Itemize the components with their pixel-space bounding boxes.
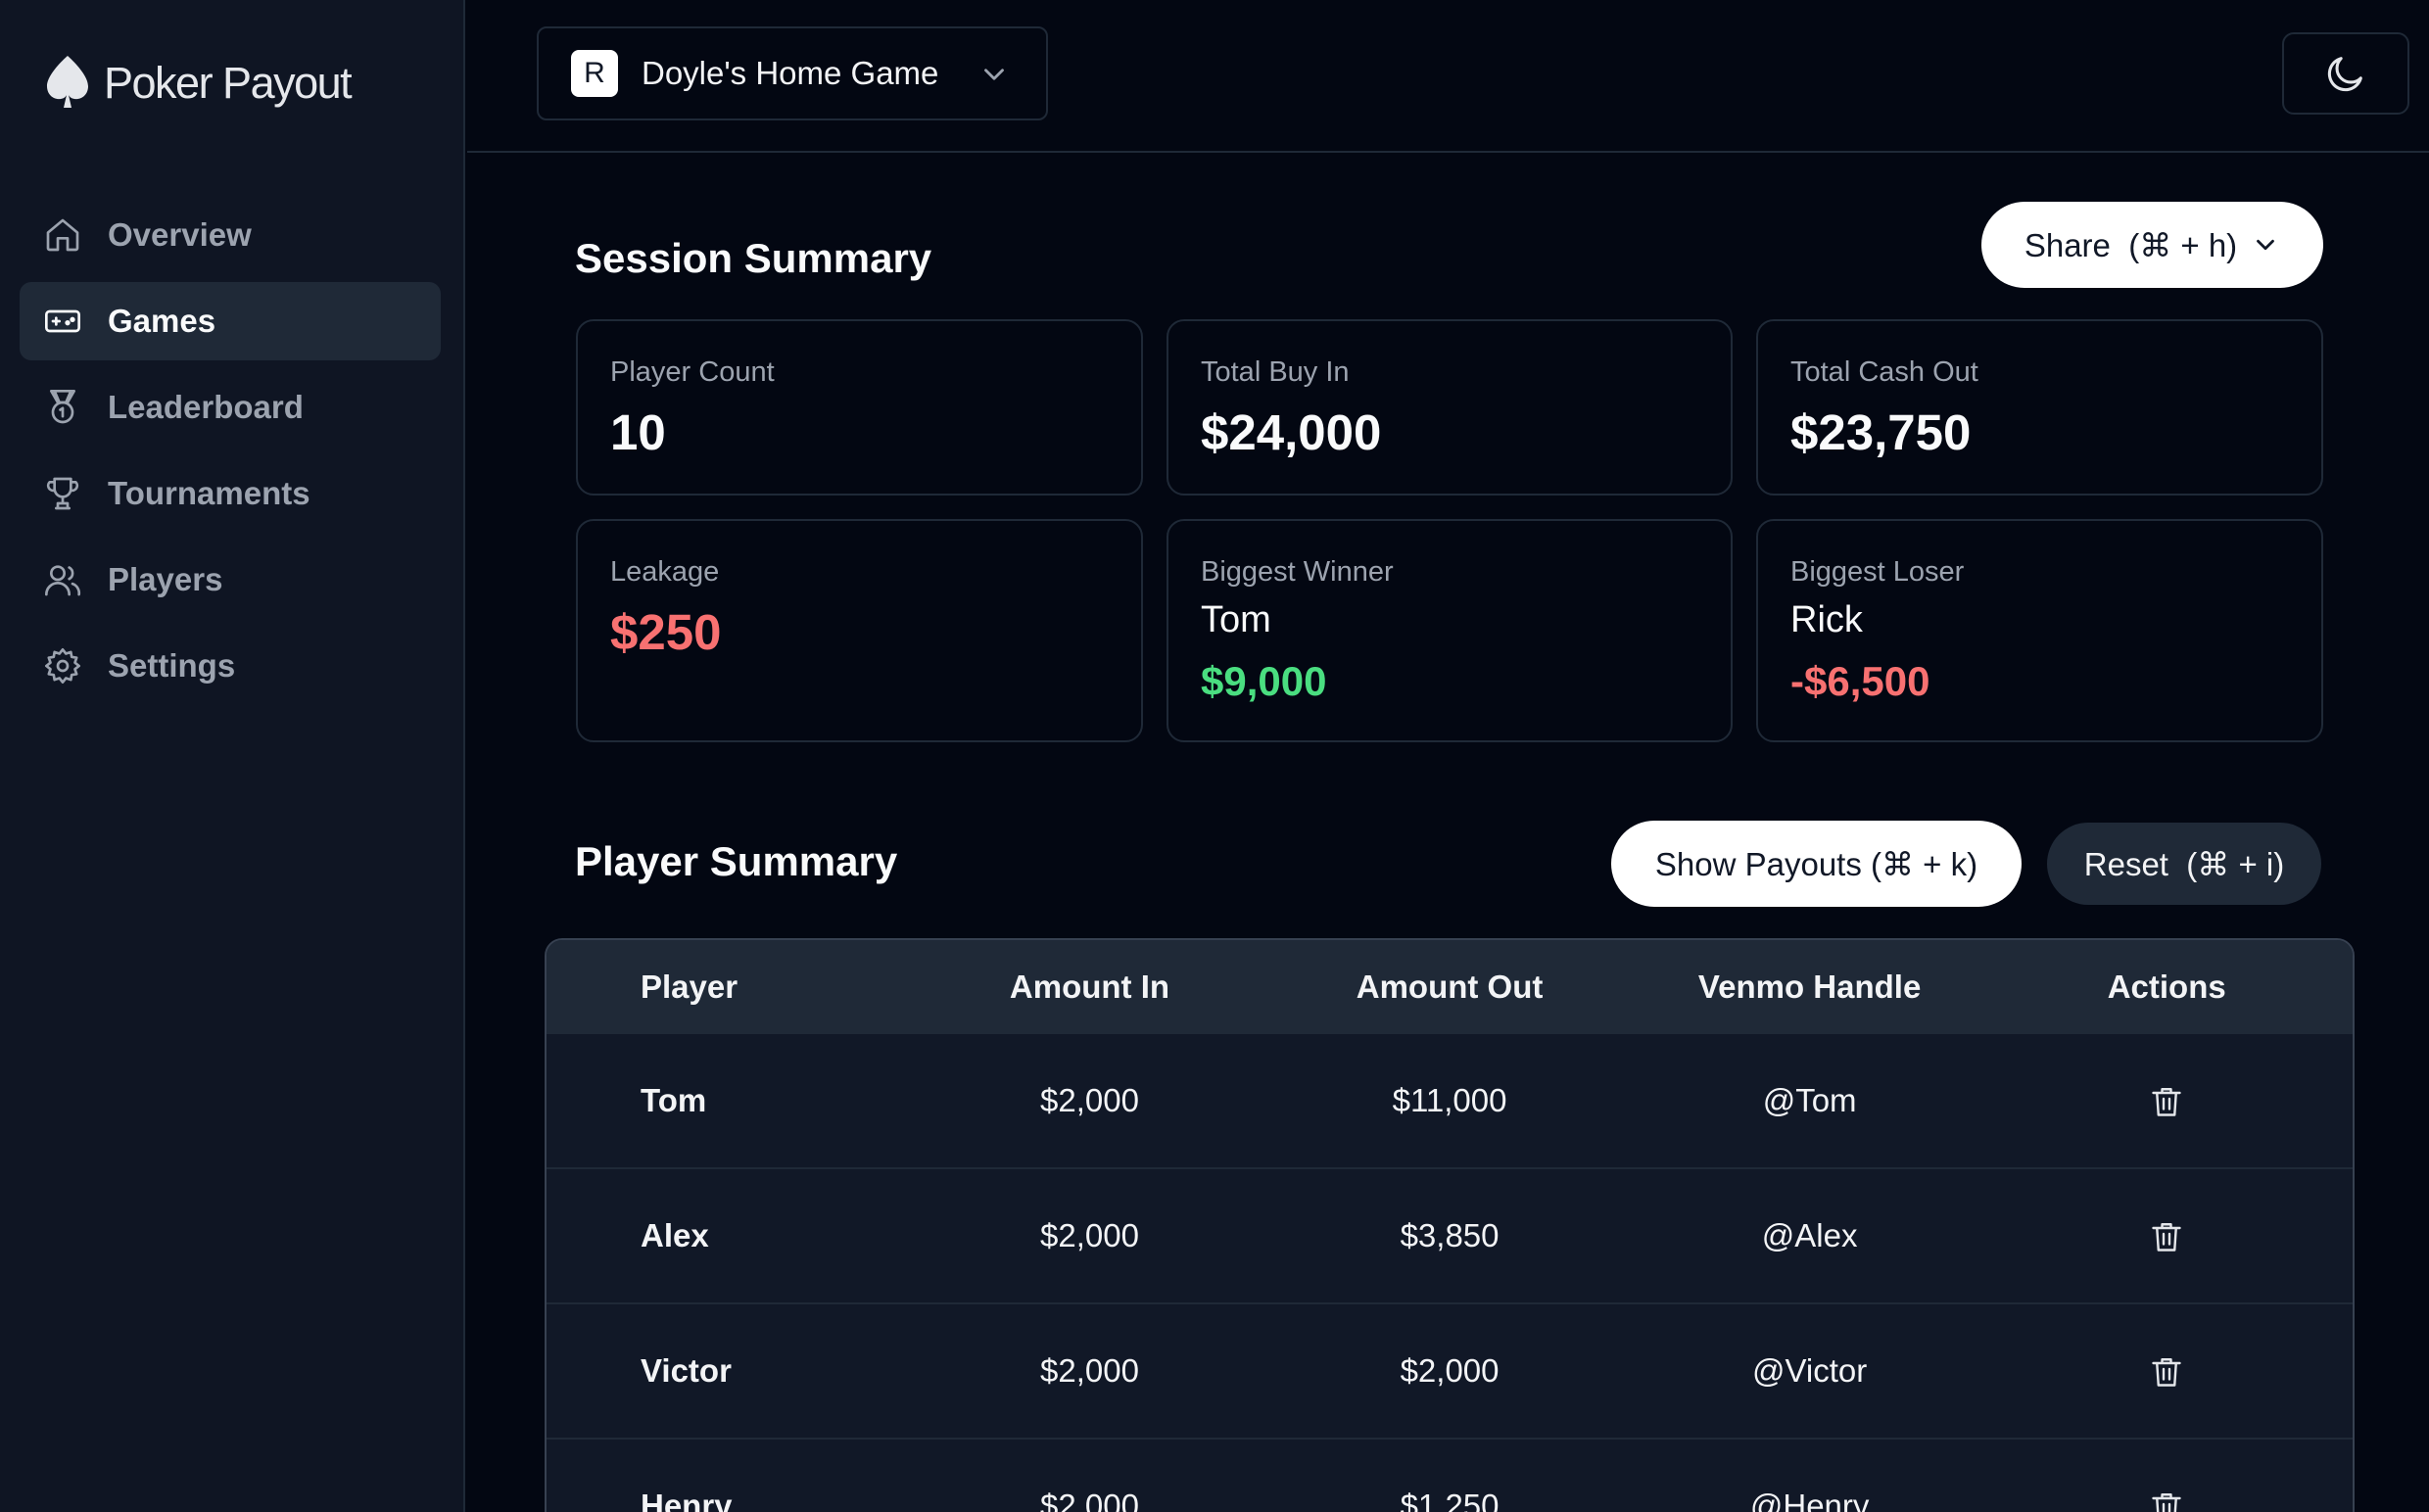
card-label: Biggest Loser [1790, 556, 1965, 588]
cell-amount-in: $2,000 [1040, 1082, 1139, 1118]
biggest-loser-card: Biggest Loser Rick -$6,500 [1756, 519, 2323, 742]
moon-icon [2327, 57, 2362, 92]
nav-label: Leaderboard [108, 389, 304, 425]
cell-venmo: @Tom [1762, 1082, 1857, 1118]
nav-item-overview[interactable]: Overview [20, 196, 441, 274]
trophy-icon [46, 477, 79, 510]
game-name: Doyle's Home Game [642, 55, 939, 91]
cell-actions [1980, 1081, 2353, 1120]
column-header-actions: Actions [2107, 969, 2226, 1005]
theme-toggle-button[interactable] [2282, 32, 2409, 115]
player-summary-title: Player Summary [575, 838, 898, 884]
nav-label: Settings [108, 647, 236, 684]
cell-amount-out: $2,000 [1400, 1352, 1500, 1389]
trash-icon[interactable] [2149, 1488, 2184, 1512]
nav-item-settings[interactable]: Settings [20, 627, 441, 705]
trash-icon[interactable] [2149, 1353, 2184, 1391]
share-button[interactable]: Share (⌘ + h) [1981, 202, 2323, 288]
cell-actions [1980, 1487, 2353, 1512]
cell-venmo: @Victor [1751, 1352, 1868, 1389]
cell-amount-out: $11,000 [1392, 1082, 1507, 1118]
sidebar-nav: Overview Games Leaderboard [20, 196, 441, 713]
total-buy-in-card: Total Buy In $24,000 [1167, 319, 1733, 496]
nav-item-players[interactable]: Players [20, 541, 441, 619]
table-row: Victor $2,000 $2,000 @Victor [547, 1304, 2353, 1440]
column-header-player: Player [641, 969, 738, 1005]
show-payouts-label: Show Payouts (⌘ + k) [1654, 845, 1978, 882]
top-header: R Doyle's Home Game [467, 0, 2429, 153]
gamepad-icon [45, 309, 80, 333]
card-value: $23,750 [1790, 404, 1972, 460]
player-table: Player Amount In Amount Out Venmo Handle… [545, 938, 2355, 1512]
cell-amount-in: $2,000 [1040, 1488, 1139, 1512]
sidebar: Poker Payout Overview Games [0, 0, 465, 1512]
column-header-venmo: Venmo Handle [1697, 969, 1922, 1005]
table-row: Tom $2,000 $11,000 @Tom [547, 1034, 2353, 1169]
game-badge: R [571, 50, 618, 97]
app-name: Poker Payout [104, 58, 353, 108]
cell-player: Tom [641, 1082, 707, 1118]
leakage-card: Leakage $250 [576, 519, 1143, 742]
reset-label: Reset (⌘ + i) [2083, 845, 2285, 882]
share-label: Share (⌘ + h) [2024, 226, 2238, 263]
chevron-down-icon [984, 69, 1004, 80]
reset-button[interactable]: Reset (⌘ + i) [2047, 823, 2321, 905]
cell-amount-out: $3,850 [1400, 1217, 1500, 1253]
app-logo[interactable]: Poker Payout [43, 49, 353, 118]
nav-label: Games [108, 303, 216, 339]
show-payouts-button[interactable]: Show Payouts (⌘ + k) [1611, 821, 2022, 907]
nav-item-games[interactable]: Games [20, 282, 441, 360]
session-summary-title: Session Summary [575, 235, 932, 281]
cell-actions [1980, 1216, 2353, 1255]
chevron-down-icon [2257, 239, 2275, 251]
winner-name: Tom [1201, 599, 1271, 640]
spade-icon [47, 56, 88, 108]
card-label: Biggest Winner [1201, 556, 1394, 588]
table-row: Alex $2,000 $3,850 @Alex [547, 1169, 2353, 1304]
nav-item-tournaments[interactable]: Tournaments [20, 454, 441, 533]
cell-actions [1980, 1351, 2353, 1391]
card-label: Total Cash Out [1790, 356, 1978, 388]
biggest-winner-card: Biggest Winner Tom $9,000 [1167, 519, 1733, 742]
card-value: $250 [610, 604, 722, 660]
trash-icon[interactable] [2149, 1083, 2184, 1120]
nav-label: Tournaments [108, 475, 310, 511]
cell-amount-in: $2,000 [1040, 1217, 1139, 1253]
medal-icon [50, 390, 75, 424]
game-selector[interactable]: R Doyle's Home Game [537, 26, 1048, 120]
card-label: Total Buy In [1201, 356, 1350, 388]
card-label: Player Count [610, 356, 775, 388]
winner-amount: $9,000 [1201, 658, 1327, 704]
nav-item-leaderboard[interactable]: Leaderboard [20, 368, 441, 447]
cell-player: Victor [641, 1352, 732, 1389]
column-header-amount-in: Amount In [1009, 969, 1170, 1005]
cell-player: Henry [641, 1488, 733, 1512]
loser-name: Rick [1790, 599, 1863, 640]
card-value: 10 [610, 404, 666, 460]
gear-icon [45, 648, 80, 684]
cell-amount-in: $2,000 [1040, 1352, 1139, 1389]
player-count-card: Player Count 10 [576, 319, 1143, 496]
table-row: Henry $2,000 $1,250 @Henry [547, 1440, 2353, 1512]
card-value: $24,000 [1201, 404, 1382, 460]
column-header-amount-out: Amount Out [1356, 969, 1544, 1005]
card-label: Leakage [610, 556, 720, 588]
home-icon [46, 218, 79, 252]
users-icon [45, 565, 81, 596]
trash-icon[interactable] [2149, 1218, 2184, 1255]
loser-amount: -$6,500 [1790, 658, 1930, 704]
cell-amount-out: $1,250 [1400, 1488, 1500, 1512]
cell-venmo: @Henry [1749, 1488, 1870, 1512]
cell-player: Alex [641, 1217, 709, 1253]
nav-label: Overview [108, 216, 252, 253]
nav-label: Players [108, 561, 223, 597]
table-header: Player Amount In Amount Out Venmo Handle… [547, 940, 2353, 1034]
cell-venmo: @Alex [1761, 1217, 1858, 1253]
total-cash-out-card: Total Cash Out $23,750 [1756, 319, 2323, 496]
